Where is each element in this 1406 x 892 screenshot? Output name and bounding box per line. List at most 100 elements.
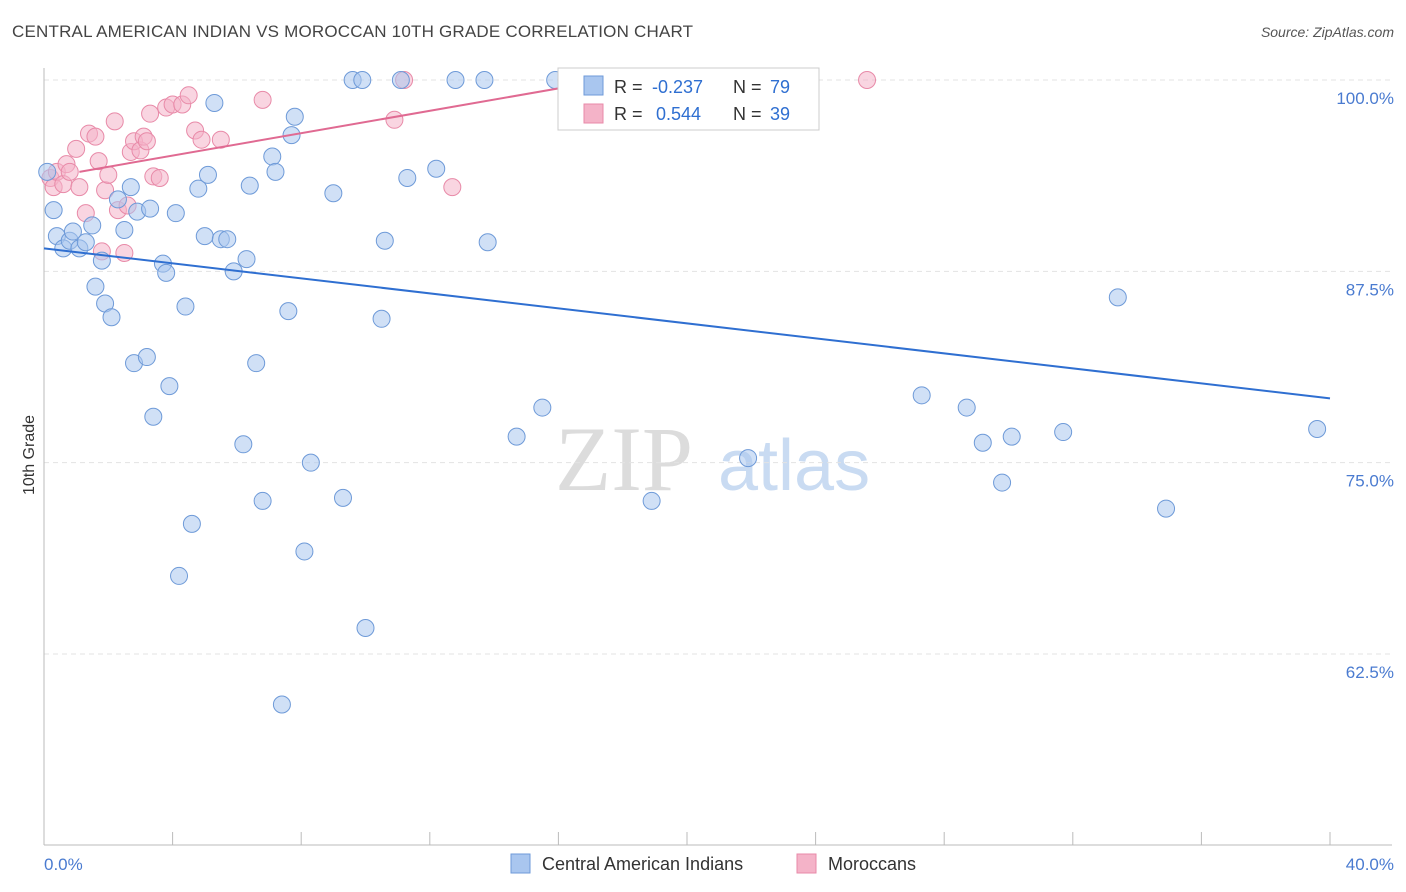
moroccans-point [67, 139, 86, 158]
central-american-indians-point [86, 277, 105, 296]
stats-blue-swatch [583, 75, 604, 96]
bottom-legend: Central American Indians Moroccans [510, 853, 916, 874]
central-american-indians-point [285, 107, 304, 126]
central-american-indians-point [375, 231, 394, 250]
central-american-indians-point [533, 398, 552, 417]
moroccans-trend-line [79, 79, 607, 173]
x-axis-ticks [43, 832, 1331, 845]
central-american-indians-point [1002, 427, 1021, 446]
central-american-indians-trend-line [43, 247, 1331, 400]
central-american-indians-point [391, 71, 410, 89]
moroccans-point [141, 104, 160, 123]
central-american-indians-point [240, 176, 259, 195]
legend-blue-swatch [510, 853, 531, 874]
central-american-indians-point [353, 71, 372, 89]
central-american-indians-point [218, 230, 237, 249]
stats-blue-r-label: R = [614, 77, 643, 97]
moroccans-point [443, 178, 462, 197]
central-american-indians-point [44, 201, 63, 220]
moroccans-point [192, 130, 211, 149]
legend-pink-label: Moroccans [828, 854, 916, 874]
moroccans-point [89, 152, 108, 171]
central-american-indians-point [234, 435, 253, 454]
central-american-indians-point [176, 297, 195, 316]
stats-pink-swatch [583, 103, 604, 124]
central-american-indians-point [76, 233, 95, 252]
moroccans-point [253, 90, 272, 109]
central-american-indians-point [912, 386, 931, 405]
central-american-indians-point [263, 147, 282, 166]
central-american-indians-point [83, 216, 102, 235]
stats-pink-n-value: 39 [770, 104, 790, 124]
central-american-indians-point [324, 184, 343, 203]
central-american-indians-point [272, 695, 291, 714]
moroccans-point [137, 132, 156, 151]
central-american-indians-point [166, 204, 185, 223]
y-tick-label: 100.0% [1336, 89, 1394, 108]
central-american-indians-point [1157, 499, 1176, 518]
central-american-indians-point [102, 308, 121, 327]
central-american-indians-point [507, 427, 526, 446]
central-american-indians-point [993, 473, 1012, 492]
central-american-indians-point [108, 190, 127, 209]
central-american-indians-point [137, 348, 156, 367]
central-american-indians-point [141, 199, 160, 218]
central-american-indians-point [205, 93, 224, 112]
y-tick-label: 75.0% [1346, 472, 1394, 491]
central-american-indians-point [157, 263, 176, 282]
moroccans-point [385, 110, 404, 129]
y-tick-label: 62.5% [1346, 663, 1394, 682]
central-american-indians-point [446, 71, 465, 89]
central-american-indians-point [170, 566, 189, 585]
moroccans-point [105, 112, 124, 131]
central-american-indians-point [478, 233, 497, 252]
central-american-indians-series [38, 71, 1327, 714]
moroccans-point [179, 86, 198, 105]
central-american-indians-point [301, 453, 320, 472]
x-tick-label-min: 0.0% [44, 855, 83, 874]
chart-title: CENTRAL AMERICAN INDIAN VS MOROCCAN 10TH… [12, 22, 694, 41]
moroccans-point [99, 165, 118, 184]
legend-pink-swatch [796, 853, 817, 874]
central-american-indians-point [427, 159, 446, 178]
central-american-indians-point [182, 514, 201, 533]
central-american-indians-point [356, 618, 375, 637]
y-axis-label: 10th Grade [21, 415, 38, 495]
central-american-indians-point [195, 227, 214, 246]
moroccans-point [150, 168, 169, 187]
central-american-indians-point [237, 250, 256, 269]
central-american-indians-point [121, 178, 140, 197]
central-american-indians-point [63, 222, 82, 241]
stats-pink-n-label: N = [733, 104, 762, 124]
central-american-indians-point [160, 377, 179, 396]
stats-pink-r-value: 0.544 [656, 104, 701, 124]
stats-blue-n-label: N = [733, 77, 762, 97]
central-american-indians-point [247, 354, 266, 373]
central-american-indians-point [372, 309, 391, 328]
stats-legend-box: R = -0.237 N = 79 R = 0.544 N = 39 [557, 67, 820, 131]
central-american-indians-point [739, 449, 758, 468]
y-tick-labels: 100.0% 87.5% 75.0% 62.5% [1336, 89, 1394, 682]
central-american-indians-point [115, 221, 134, 240]
central-american-indians-point [38, 162, 57, 181]
central-american-indians-point [957, 398, 976, 417]
stats-blue-r-value: -0.237 [652, 77, 703, 97]
watermark-atlas: atlas [718, 426, 870, 506]
moroccans-point [60, 162, 79, 181]
central-american-indians-point [144, 407, 163, 426]
central-american-indians-point [189, 179, 208, 198]
central-american-indians-point [642, 491, 661, 510]
moroccans-point [70, 178, 89, 197]
central-american-indians-point [333, 488, 352, 507]
moroccans-point [858, 71, 877, 89]
central-american-indians-point [1054, 423, 1073, 442]
central-american-indians-point [266, 162, 285, 181]
moroccans-point [86, 127, 105, 146]
central-american-indians-point [1108, 288, 1127, 307]
gridlines [44, 79, 1392, 655]
watermark: ZIP atlas [555, 408, 870, 510]
y-tick-label: 87.5% [1346, 280, 1394, 299]
central-american-indians-point [1308, 419, 1327, 438]
watermark-zip: ZIP [555, 408, 693, 510]
